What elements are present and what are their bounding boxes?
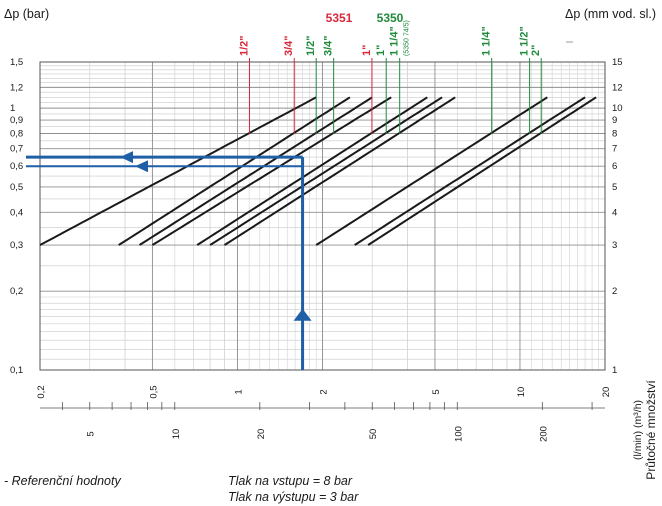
- note-reference-values: - Referenční hodnoty: [4, 474, 121, 488]
- y-tick-label-mm: 1: [612, 365, 617, 376]
- x-tick-label-lmin: 5: [86, 431, 97, 436]
- y-tick-label-mm: 2: [612, 286, 617, 297]
- y-tick-label-mm: 12: [612, 82, 623, 93]
- series-curve: [367, 96, 597, 246]
- y-tick-label-mm: 4: [612, 207, 617, 218]
- y-tick-label-bar: 1,2: [10, 82, 23, 93]
- y-tick-label-bar: 0,9: [10, 115, 23, 126]
- y-tick-label-mm: 10: [612, 103, 623, 114]
- series-curve: [196, 96, 428, 246]
- x-tick-label-lmin: 10: [171, 429, 182, 440]
- x-tick-label-lmin: 100: [453, 426, 464, 442]
- y-tick-label-bar: 0,2: [10, 286, 23, 297]
- series-label: 1": [361, 45, 373, 56]
- x-axis-units: (l/min) (m³/h): [632, 400, 644, 460]
- series-curve: [39, 96, 317, 246]
- x-tick-label-lmin: 20: [256, 429, 267, 440]
- y-tick-label-mm: 7: [612, 144, 617, 155]
- group-headers: 5351 5350: [326, 11, 573, 43]
- series-label: 1/2": [305, 35, 317, 56]
- series-curve: [354, 96, 586, 246]
- y-tick-label-mm: 8: [612, 128, 617, 139]
- series-curve: [209, 96, 443, 246]
- y-axis-right-title: Δp (mm vod. sl.): [565, 7, 656, 21]
- y-tick-label-bar: 0,4: [10, 207, 23, 218]
- x-tick-label-m3h: 5: [431, 389, 442, 394]
- y-tick-label-bar: 0,6: [10, 161, 23, 172]
- y-tick-label-mm: 6: [612, 161, 617, 172]
- x-tick-label-m3h: 10: [516, 387, 527, 398]
- reference-arrow-left-lower: [135, 160, 148, 173]
- flow-lmin-axis: 5 10 20 50 100 200: [40, 402, 605, 442]
- y-tick-label-bar: 0,3: [10, 240, 23, 251]
- reference-arrow-up: [293, 308, 312, 321]
- series-label: 1/2": [239, 35, 251, 56]
- y-tick-label-mm: 3: [612, 240, 617, 251]
- x-tick-label-m3h: 2: [319, 389, 330, 394]
- series-sublabel: (5350 74/5): [404, 20, 411, 56]
- y-tick-label-bar: 0,5: [10, 182, 23, 193]
- series-label: 3/4": [283, 35, 295, 56]
- x-tick-label-lmin: 200: [538, 426, 549, 442]
- x-tick-label-m3h: 20: [601, 387, 612, 398]
- series-label: 1 1/2": [519, 26, 531, 56]
- series-label-layer: 1/2" 3/4" 1/2" 3/4" 1" 1" 1 1/4" (5350 74/5) 1 1…: [239, 20, 542, 134]
- y-axis-left-title: Δp (bar): [4, 7, 49, 21]
- x-axis-title: Průtočné množství: [644, 380, 658, 480]
- note-inlet-pressure: Tlak na vstupu = 8 bar: [228, 474, 353, 488]
- x-tick-label-m3h: 1: [233, 389, 244, 394]
- reference-lines: [26, 151, 312, 370]
- plot-frame: [39, 61, 606, 371]
- y-tick-label-bar: 1,5: [10, 57, 23, 68]
- series-curve: [138, 96, 373, 246]
- series-label: 2": [530, 45, 542, 56]
- group-label-5351: 5351: [326, 11, 353, 25]
- x-tick-label-m3h: 0,2: [36, 385, 47, 398]
- series-label: 3/4": [323, 35, 335, 56]
- x-tick-label-m3h: 0,5: [148, 385, 159, 398]
- y-tick-label-mm: 15: [612, 57, 623, 68]
- y-tick-label-bar: 0,8: [10, 128, 23, 139]
- series-curve: [315, 96, 548, 246]
- series-layer: [39, 96, 597, 246]
- group-label-5350: 5350: [377, 11, 404, 25]
- series-curve: [151, 96, 392, 246]
- y-tick-label-bar: 1: [10, 103, 15, 114]
- chart-grid: Δp (bar) Δp (mm vod. sl.): [4, 7, 656, 371]
- series-label: 1 1/4": [389, 26, 401, 56]
- y-tick-label-mm: 5: [612, 182, 617, 193]
- x-tick-label-lmin: 50: [368, 429, 379, 440]
- series-label: 1 1/4": [481, 26, 493, 56]
- y-tick-label-bar: 0,1: [10, 365, 23, 376]
- series-curve: [223, 96, 456, 246]
- reference-arrow-left-upper: [120, 151, 133, 164]
- note-outlet-pressure: Tlak na výstupu = 3 bar: [228, 490, 359, 504]
- series-curve: [118, 96, 351, 246]
- y-tick-label-bar: 0,7: [10, 144, 23, 155]
- series-label: 1": [375, 45, 387, 56]
- y-tick-label-mm: 9: [612, 115, 617, 126]
